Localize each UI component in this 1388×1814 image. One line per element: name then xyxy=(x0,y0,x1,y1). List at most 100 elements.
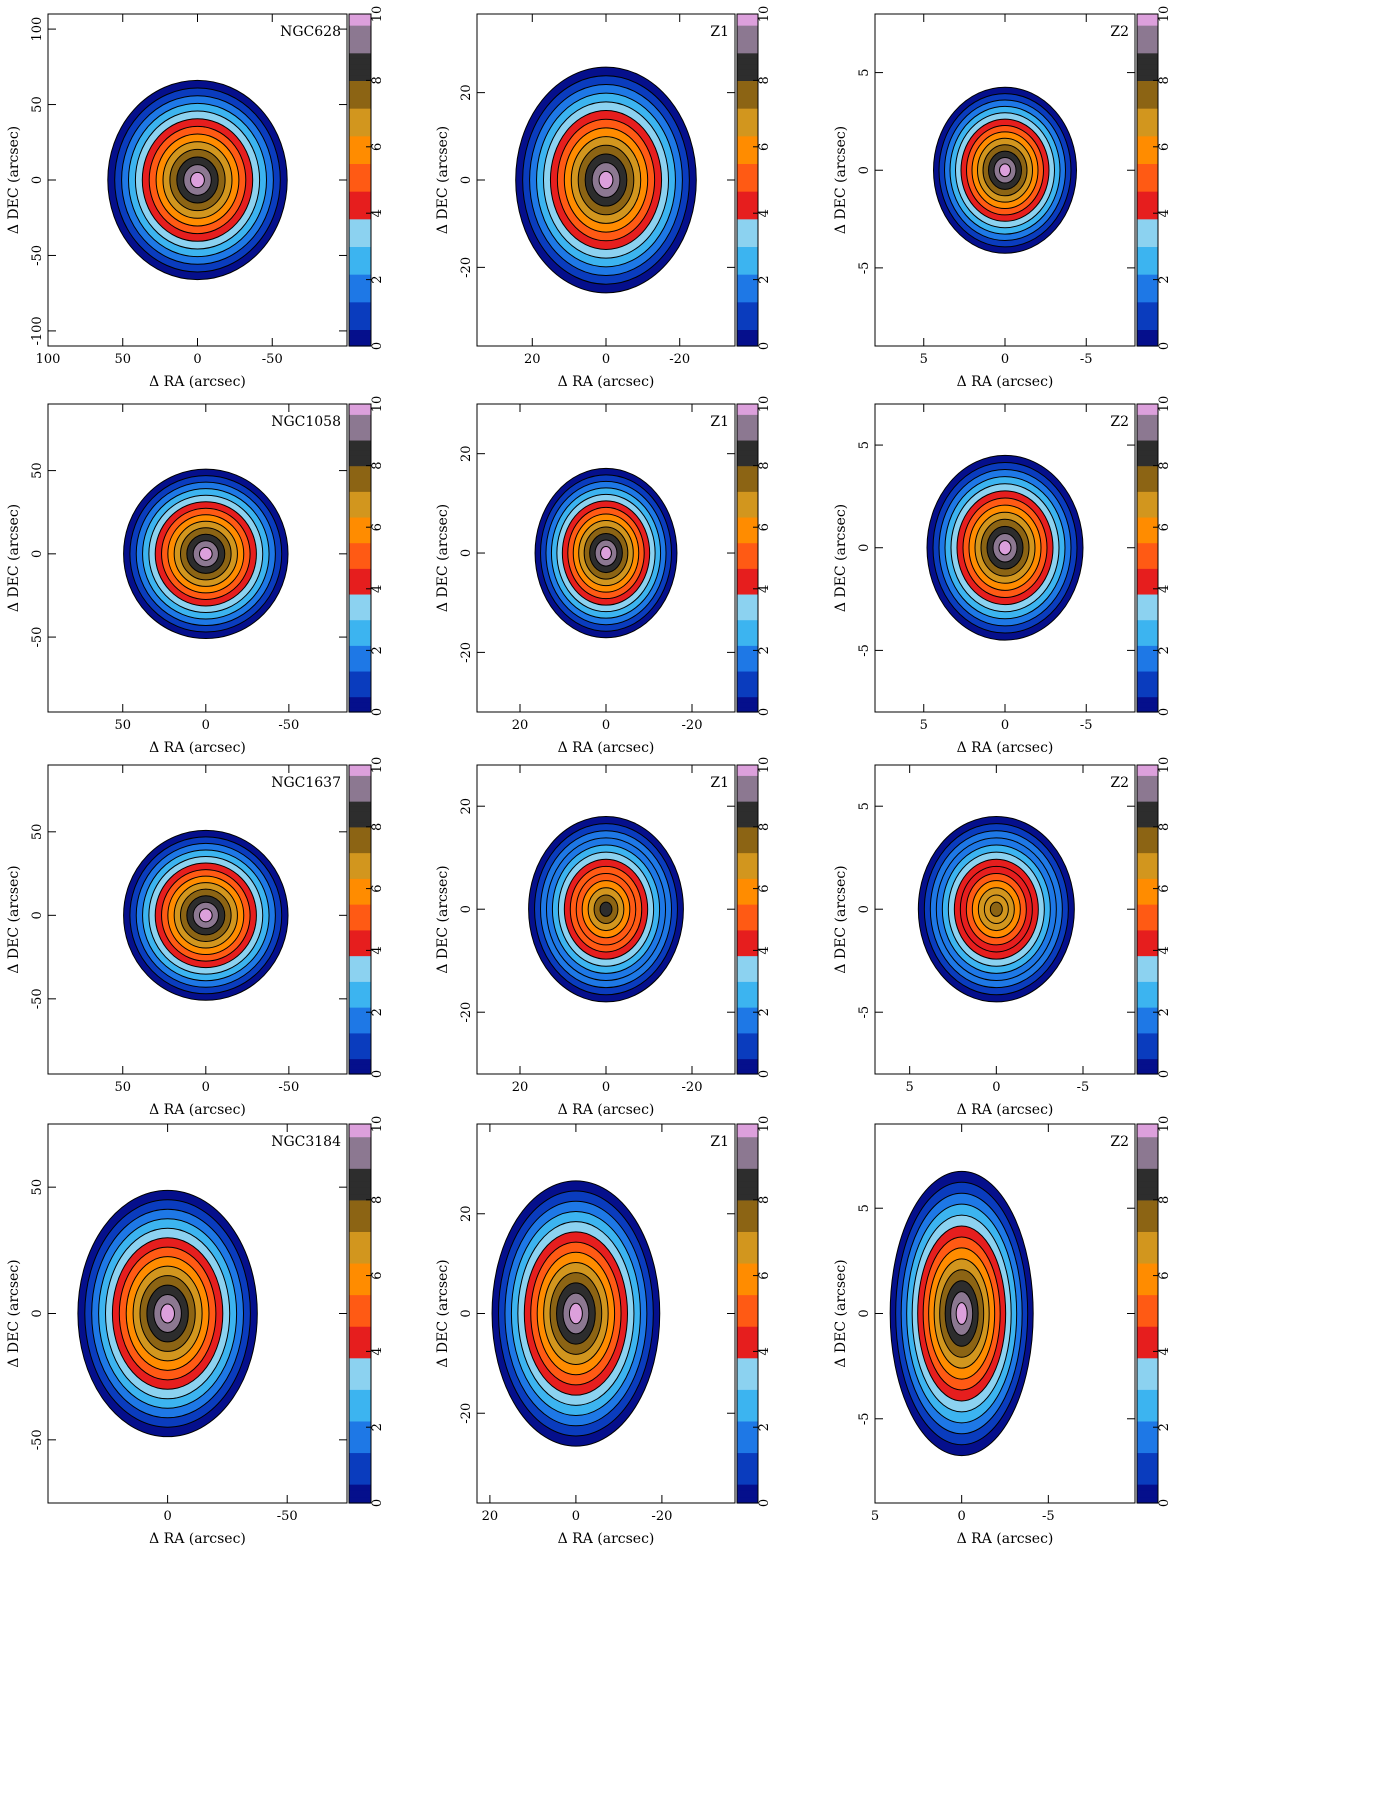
colorbar-segment xyxy=(1137,934,1158,941)
colorbar-segment xyxy=(737,537,758,544)
colorbar-segment xyxy=(737,914,758,921)
colorbar-segment xyxy=(349,826,371,833)
colorbar-segment xyxy=(1137,701,1158,708)
y-axis-label: Δ DEC (arcsec) xyxy=(6,126,22,234)
colorbar-segment xyxy=(737,251,758,259)
colorbar-tick-label: 0 xyxy=(370,708,385,716)
x-tick-label: 50 xyxy=(114,1080,131,1095)
colorbar-frame xyxy=(736,764,759,1075)
colorbar-segment xyxy=(737,785,758,792)
colorbar-segment xyxy=(737,516,758,523)
colorbar-segment xyxy=(737,971,758,977)
colorbar-segment xyxy=(737,847,758,854)
colorbar-tick-label: 4 xyxy=(757,585,772,593)
colorbar-segment xyxy=(349,1439,371,1447)
colorbar-segment xyxy=(349,1155,371,1163)
colorbar-segment xyxy=(1137,1022,1158,1029)
colorbar-segment xyxy=(349,1007,371,1013)
colorbar-segment xyxy=(1137,1326,1158,1334)
colorbar-segment xyxy=(1137,842,1158,848)
colorbar-segment xyxy=(1137,785,1158,792)
y-tick-label: 0 xyxy=(857,1309,872,1317)
colorbar-segment xyxy=(1137,1345,1158,1352)
colorbar-segment xyxy=(1137,1382,1158,1390)
colorbar-segment xyxy=(737,14,758,21)
colorbar-segment xyxy=(1137,246,1158,253)
colorbar-segment xyxy=(1137,307,1158,314)
colorbar-segment xyxy=(349,785,371,792)
y-tick-label: 0 xyxy=(459,176,474,184)
y-axis-label: Δ DEC (arcsec) xyxy=(435,126,451,234)
colorbar-segment xyxy=(737,196,758,203)
colorbar-segment xyxy=(1137,130,1158,137)
colorbar-segment xyxy=(1137,1389,1158,1397)
y-tick-label: 50 xyxy=(30,824,45,841)
colorbar-tick-label: 6 xyxy=(370,143,385,151)
y-tick-label: -50 xyxy=(30,245,45,266)
colorbar-segment xyxy=(737,532,758,539)
colorbar-segment xyxy=(349,296,371,303)
colorbar-segment xyxy=(737,191,758,198)
colorbar-segment xyxy=(349,1231,371,1239)
colorbar-segment xyxy=(1137,1427,1158,1435)
colorbar-segment xyxy=(737,323,758,330)
colorbar-segment xyxy=(349,1142,371,1150)
y-tick-label: 0 xyxy=(857,905,872,913)
colorbar-segment xyxy=(1137,857,1158,864)
colorbar-segment xyxy=(737,1332,758,1340)
colorbar-segment xyxy=(1137,681,1158,687)
colorbar-segment xyxy=(349,676,371,682)
colorbar-segment xyxy=(1137,97,1158,104)
colorbar-segment xyxy=(1137,108,1158,115)
colorbar-segment xyxy=(1137,141,1158,148)
colorbar-segment xyxy=(349,624,371,631)
colorbar-segment xyxy=(1137,450,1158,456)
colorbar-segment xyxy=(1137,235,1158,242)
colorbar-segment xyxy=(737,640,758,646)
colorbar-segment xyxy=(349,202,371,209)
y-tick-label: 5 xyxy=(857,68,872,76)
colorbar-segment xyxy=(737,19,758,26)
x-tick-label: 0 xyxy=(992,1080,1000,1095)
colorbar-segment xyxy=(737,1319,758,1327)
colorbar-segment xyxy=(1137,1149,1158,1157)
colorbar-segment xyxy=(349,965,371,972)
colorbar-segment xyxy=(1137,996,1158,1003)
colorbar-segment xyxy=(349,146,371,153)
colorbar-segment xyxy=(1137,224,1158,231)
colorbar-tick-label: 2 xyxy=(370,275,385,283)
panel-label: Z1 xyxy=(710,1134,729,1150)
colorbar-segment xyxy=(1137,180,1158,187)
colorbar-segment xyxy=(349,460,371,467)
colorbar-tick-label: 8 xyxy=(370,461,385,469)
colorbar-segment xyxy=(737,268,758,275)
colorbar-segment xyxy=(737,1161,758,1169)
colorbar-frame xyxy=(736,1123,759,1504)
colorbar-segment xyxy=(349,404,371,410)
colorbar-frame xyxy=(348,764,372,1075)
colorbar-segment xyxy=(737,47,758,54)
colorbar-segment xyxy=(349,563,371,569)
contour-level xyxy=(998,540,1012,556)
colorbar-segment xyxy=(737,1262,758,1270)
x-tick-label: 0 xyxy=(958,1509,966,1524)
colorbar-segment xyxy=(349,686,371,693)
y-tick-label: -50 xyxy=(30,627,45,648)
colorbar-segment xyxy=(349,152,371,159)
colorbar-segment xyxy=(349,135,371,142)
colorbar-segment xyxy=(737,496,758,503)
colorbar-segment xyxy=(737,765,758,771)
colorbar-segment xyxy=(1137,1032,1158,1039)
colorbar-segment xyxy=(737,1007,758,1013)
colorbar-segment xyxy=(737,604,758,610)
colorbar-segment xyxy=(349,163,371,170)
colorbar-segment xyxy=(737,146,758,153)
colorbar-segment xyxy=(1137,340,1158,347)
colorbar-segment xyxy=(1137,1168,1158,1176)
colorbar-tick-label: 10 xyxy=(757,396,772,413)
colorbar-segment xyxy=(349,1281,371,1289)
colorbar-segment xyxy=(737,862,758,869)
x-axis-label: Δ RA (arcsec) xyxy=(149,374,246,390)
colorbar-segment xyxy=(1137,185,1158,192)
colorbar-segment xyxy=(737,655,758,662)
